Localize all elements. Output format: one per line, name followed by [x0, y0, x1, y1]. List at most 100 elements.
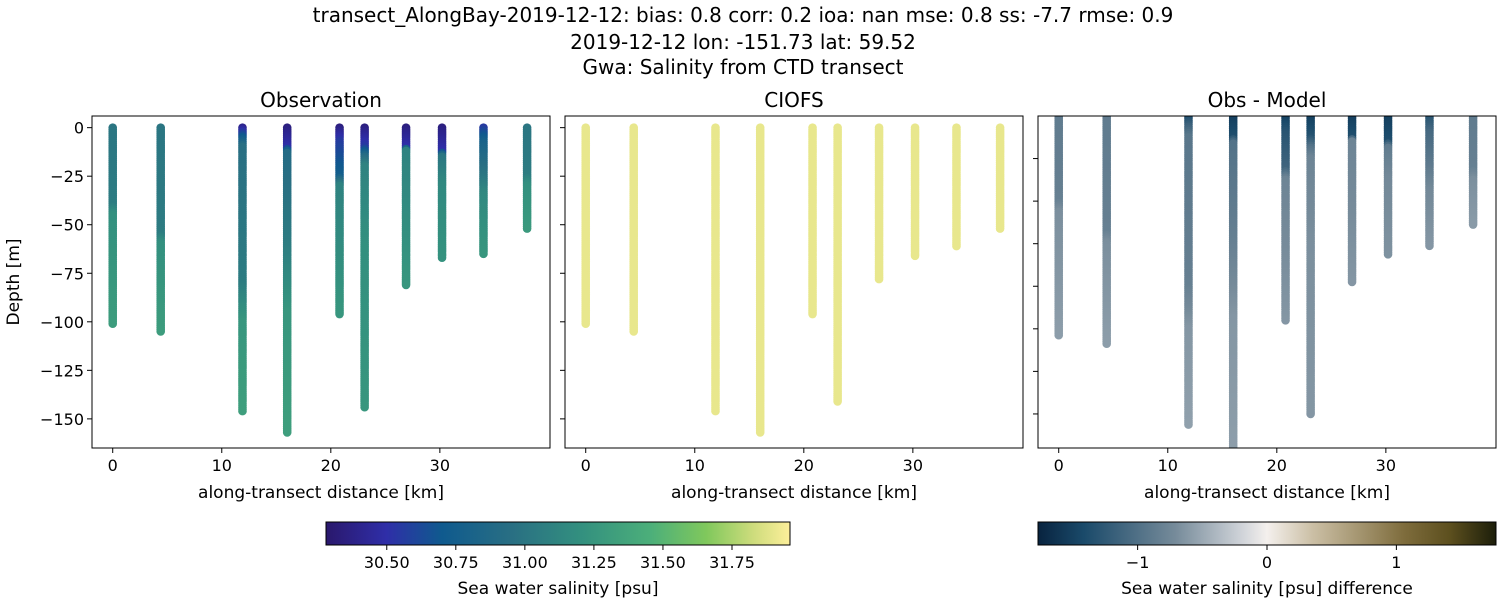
data-point — [1102, 339, 1111, 349]
cast-0 — [1054, 116, 1064, 340]
x-tick-label: 20 — [321, 456, 341, 475]
colorbar-tick-label: 30.50 — [364, 553, 410, 572]
cast-4 — [335, 123, 344, 319]
data-point — [1229, 465, 1238, 474]
y-tick-label: −100 — [40, 313, 84, 332]
axes-frame — [564, 115, 1024, 449]
cast-7 — [910, 123, 920, 261]
x-axis-label: along-transect distance [km] — [1144, 483, 1390, 503]
x-tick-label: 0 — [581, 456, 591, 475]
cast-9 — [1468, 116, 1478, 229]
x-tick-label: 10 — [212, 456, 232, 475]
colorbar-salinity: 30.50 30.75 31.00 31.25 31.50 31.75 Sea water … — [325, 521, 791, 599]
data-point — [1229, 473, 1238, 482]
data-point — [1229, 463, 1238, 472]
data-point — [437, 253, 447, 263]
colorbar-tick-label: 31.75 — [709, 553, 755, 572]
cast-9 — [995, 123, 1005, 233]
y-tick-label: −25 — [50, 167, 84, 186]
data-point — [1184, 420, 1193, 429]
data-point — [995, 224, 1005, 233]
y-tick-label: −150 — [40, 410, 84, 429]
data-point — [1468, 220, 1478, 229]
data-point — [1347, 277, 1357, 287]
axes-frame — [1037, 115, 1497, 449]
cast-1 — [629, 123, 638, 336]
data-point — [1306, 409, 1315, 419]
cast-3 — [282, 123, 292, 437]
cast-0 — [108, 123, 118, 329]
cast-5 — [360, 123, 369, 412]
data-point — [755, 428, 765, 437]
panel-ciofs: 0 10 20 30 CIOFS along-transect distance [km] — [560, 88, 1024, 503]
y-tick-label: −75 — [50, 264, 84, 283]
y-tick-label: 0 — [74, 119, 84, 138]
colorbar-tick-label: 31.25 — [571, 553, 617, 572]
data-point — [479, 249, 488, 259]
data-points — [108, 123, 532, 437]
data-point — [1229, 454, 1238, 463]
data-point — [910, 251, 920, 261]
colorbar-label: Sea water salinity [psu] — [458, 579, 659, 599]
data-point — [1229, 459, 1238, 468]
panel-title: Observation — [260, 88, 382, 112]
cast-1 — [1102, 116, 1111, 349]
data-point — [833, 397, 842, 406]
figure-title-line-1: transect_AlongBay-2019-12-12: bias: 0.8 … — [312, 3, 1174, 27]
data-point — [282, 428, 292, 437]
x-tick-label: 10 — [685, 456, 705, 475]
data-point — [1229, 461, 1238, 470]
panel-observation: 0 10 20 30 0 −25 −50 −75 −100 −125 −150 Observation… — [4, 88, 551, 503]
data-point — [1229, 467, 1238, 476]
x-tick-label: 30 — [903, 456, 923, 475]
data-point — [1232, 447, 1234, 448]
cast-8 — [952, 123, 961, 251]
data-point — [1229, 452, 1238, 461]
data-point — [1229, 456, 1238, 465]
colorbar-tick-label: 31.00 — [502, 553, 548, 572]
data-point — [401, 280, 411, 290]
cast-3 — [1228, 116, 1238, 482]
x-tick-label: 20 — [794, 456, 814, 475]
cast-9 — [522, 123, 532, 233]
data-point — [522, 224, 532, 233]
x-tick-label: 30 — [430, 456, 450, 475]
cast-5 — [1306, 116, 1315, 419]
cast-4 — [808, 123, 817, 319]
data-point — [1281, 316, 1290, 325]
colorbar-tick-label: −1 — [1126, 553, 1150, 572]
x-tick-label: 10 — [1158, 456, 1178, 475]
data-point — [360, 402, 369, 412]
y-axis-label: Depth [m] — [4, 238, 24, 325]
data-points — [581, 123, 1005, 437]
cast-6 — [1347, 116, 1357, 287]
colorbar-tick-label: 0 — [1262, 553, 1272, 572]
x-tick-label: 20 — [1267, 456, 1287, 475]
panel-title: CIOFS — [764, 88, 823, 112]
data-point — [1054, 330, 1064, 340]
data-point — [711, 406, 720, 416]
colorbar-tick-label: 1 — [1391, 553, 1401, 572]
x-tick-label: 30 — [1376, 456, 1396, 475]
data-point — [1229, 469, 1238, 478]
data-point — [581, 319, 591, 329]
x-axis-label: along-transect distance [km] — [198, 483, 444, 503]
data-point — [335, 309, 344, 319]
colorbar-tick-label: 31.50 — [640, 553, 686, 572]
axes-frame — [91, 115, 551, 449]
colorbar-swatch — [1037, 521, 1497, 546]
cast-5 — [833, 123, 842, 406]
figure-title-line-3: Gwa: Salinity from CTD transect — [582, 55, 904, 79]
data-point — [156, 327, 165, 336]
y-tick-label: −125 — [40, 361, 84, 380]
figure-title-line-2: 2019-12-12 lon: -151.73 lat: 59.52 — [570, 30, 916, 54]
data-point — [1383, 250, 1393, 259]
data-point — [874, 274, 884, 284]
data-point — [1229, 450, 1238, 459]
panel-obs-model: 0 10 20 30 Obs - Model along-transect distanc… — [1033, 88, 1497, 503]
data-points — [1054, 116, 1478, 482]
colorbar-swatch — [325, 521, 791, 546]
cast-2 — [711, 123, 720, 416]
cast-2 — [238, 123, 247, 416]
